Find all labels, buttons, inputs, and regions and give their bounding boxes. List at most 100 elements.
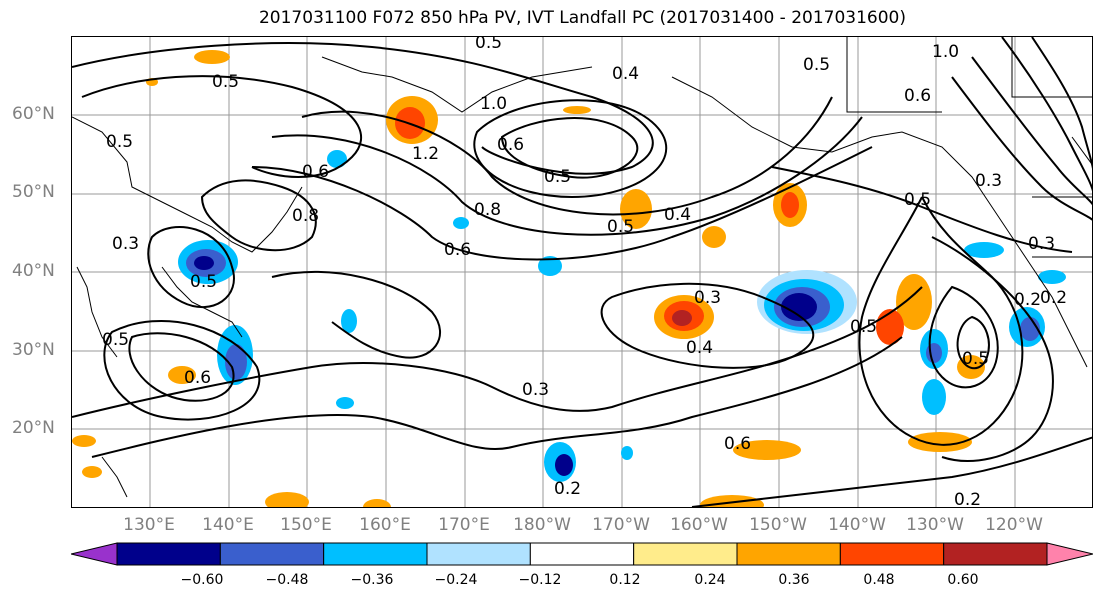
contour-label: 0.3 — [112, 234, 139, 254]
lon-label: 170°E — [438, 515, 490, 535]
contour-label: 0.2 — [1014, 290, 1041, 310]
contour-label: 0.5 — [607, 217, 634, 237]
contour-label: 0.8 — [292, 206, 319, 226]
fill-neg — [922, 379, 946, 415]
contour-label: 0.6 — [904, 86, 931, 106]
colorbar-tick-label: −0.24 — [434, 572, 478, 588]
fill-neg — [964, 242, 1004, 258]
lon-label: 160°E — [359, 515, 411, 535]
lon-label: 170°W — [592, 515, 650, 535]
colorbar-segment — [116, 542, 221, 566]
colorbar — [71, 542, 1093, 566]
colorbar-segment — [736, 542, 841, 566]
fill-pos — [168, 366, 196, 384]
fill-neg — [327, 150, 347, 168]
fill-neg — [621, 446, 633, 460]
contour-label: 1.0 — [932, 42, 959, 62]
contour-label: 0.5 — [102, 330, 129, 350]
contour-label: 0.2 — [554, 479, 581, 499]
contour-label: 0.3 — [522, 380, 549, 400]
fill-pos — [896, 274, 932, 330]
lat-label: 60°N — [12, 104, 55, 124]
lat-label: 50°N — [12, 182, 55, 202]
colorbar-tick-label: −0.12 — [518, 572, 562, 588]
fill-pos — [672, 310, 692, 326]
lat-label: 20°N — [12, 418, 55, 438]
fill-pos — [563, 106, 591, 114]
contour-label: 0.6 — [444, 240, 471, 260]
fill-pos — [702, 226, 726, 248]
fill-neg — [225, 344, 247, 380]
contour-label: 0.5 — [190, 272, 217, 292]
fill-neg — [538, 256, 562, 276]
fill-pos — [72, 435, 96, 447]
contour-label: 0.8 — [474, 200, 501, 220]
lon-label: 160°W — [670, 515, 728, 535]
map-panel: 0.5 0.4 0.5 1.0 0.6 1.2 0.6 0.5 0.8 0.5 … — [71, 36, 1093, 508]
fill-neg — [781, 293, 817, 321]
lon-label: 130°E — [123, 515, 175, 535]
map-title: 2017031100 F072 850 hPa PV, IVT Landfall… — [258, 8, 906, 28]
contour-label: 0.6 — [184, 368, 211, 388]
fill-neg — [1038, 270, 1066, 284]
map-canvas: 0.5 0.4 0.5 1.0 0.6 1.2 0.6 0.5 0.8 0.5 … — [72, 37, 1092, 508]
fill-pos — [781, 192, 799, 218]
contour-label: 0.3 — [1028, 234, 1055, 254]
contour-label: 0.5 — [475, 37, 502, 53]
fill-neg — [453, 217, 469, 229]
colorbar-tick-label: −0.48 — [265, 572, 309, 588]
colorbar-segment — [633, 542, 738, 566]
colorbar-tick-label: −0.36 — [350, 572, 394, 588]
colorbar-tick-label: 0.48 — [863, 572, 895, 588]
lon-label: 150°W — [749, 515, 807, 535]
fill-pos — [265, 492, 309, 507]
lat-label: 30°N — [12, 340, 55, 360]
contour-label: 0.4 — [664, 205, 691, 225]
contour-label-group: 0.5 0.4 0.5 1.0 0.6 1.2 0.6 0.5 0.8 0.5 … — [102, 37, 1067, 508]
colorbar-tick-label: 0.12 — [609, 572, 641, 588]
contour-label: 0.6 — [724, 434, 751, 454]
colorbar-tick-label: 0.36 — [778, 572, 810, 588]
fill-pos — [733, 440, 801, 460]
lon-label: 120°W — [985, 515, 1043, 535]
coastlines — [72, 37, 1092, 498]
contour-label: 0.2 — [1040, 288, 1067, 308]
fill-neg — [194, 256, 214, 270]
contour-label: 0.5 — [803, 55, 830, 75]
contour-label: 0.5 — [850, 317, 877, 337]
fill-neg — [926, 343, 942, 363]
fill-pos — [908, 432, 972, 452]
contour-label: 0.5 — [106, 132, 133, 152]
fill-pos — [620, 189, 652, 229]
lon-label: 140°W — [828, 515, 886, 535]
pv-contours — [72, 37, 1092, 507]
contour-label: 0.6 — [302, 162, 329, 182]
colorbar-segment — [943, 542, 1048, 566]
colorbar-segment — [219, 542, 325, 566]
contour-label: 1.2 — [412, 144, 439, 164]
contour-label: 0.4 — [612, 64, 639, 84]
lon-label: 130°W — [906, 515, 964, 535]
contour-label: 0.2 — [954, 490, 981, 508]
pv-anomaly-fills — [72, 50, 1066, 507]
contour-label: 0.3 — [694, 288, 721, 308]
colorbar-extend-low — [71, 542, 118, 566]
fill-neg — [555, 454, 573, 476]
colorbar-segment — [426, 542, 531, 566]
contour-label: 0.5 — [212, 72, 239, 92]
colorbar-tick-label: 0.24 — [694, 572, 726, 588]
colorbar-segment — [529, 542, 635, 566]
lon-label: 180°W — [513, 515, 571, 535]
contour-label: 0.6 — [497, 135, 524, 155]
colorbar-tick-label: 0.60 — [947, 572, 979, 588]
lat-label: 40°N — [12, 261, 55, 281]
contour-label: 0.5 — [904, 190, 931, 210]
fill-pos — [194, 50, 230, 64]
fill-neg — [341, 309, 357, 333]
contour-label: 0.5 — [962, 349, 989, 369]
fill-pos — [82, 466, 102, 478]
colorbar-tick-label: −0.60 — [180, 572, 224, 588]
lon-label: 140°E — [202, 515, 254, 535]
fill-neg — [336, 397, 354, 409]
colorbar-segment — [839, 542, 945, 566]
